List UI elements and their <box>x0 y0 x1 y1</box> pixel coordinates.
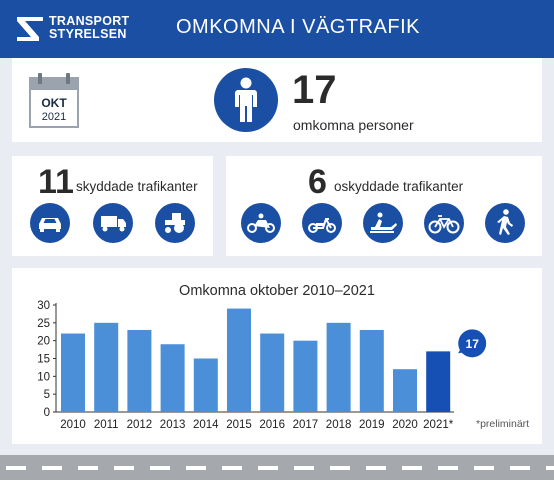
tractor-icon <box>155 203 195 243</box>
road-dash <box>150 466 170 470</box>
total-fatalities-count: 17 <box>292 68 337 112</box>
bicycle-icon <box>424 203 464 243</box>
road-dash <box>258 466 278 470</box>
bar-2011 <box>94 322 119 412</box>
x-tick-label: 2014 <box>193 419 219 431</box>
bar-2010 <box>61 333 85 412</box>
x-tick-label: 2019 <box>359 419 385 431</box>
calendar-year: 2021 <box>41 111 67 123</box>
road-dash <box>222 466 242 470</box>
x-tick-label: 2012 <box>127 419 153 431</box>
x-tick-label: 2021* <box>423 419 454 431</box>
person-icon <box>214 68 278 132</box>
protected-road-users-card: 11 skyddade trafikanter <box>12 156 213 256</box>
x-tick-label: 2020 <box>392 419 418 431</box>
x-tick-label: 2016 <box>259 419 285 431</box>
car-icon <box>30 203 70 243</box>
bar-2015 <box>227 308 251 412</box>
logo-line-2: STYRELSEN <box>49 27 127 41</box>
highlight-callout: 17 <box>458 329 487 358</box>
x-tick-label: 2017 <box>293 419 319 431</box>
protected-count: 11 <box>38 163 74 201</box>
bar-2020 <box>393 369 417 412</box>
x-tick-label: 2015 <box>226 419 252 431</box>
page-title: OMKOMNA I VÄGTRAFIK <box>176 16 420 38</box>
bar-2019 <box>359 329 384 412</box>
protected-label: skyddade trafikanter <box>76 179 198 194</box>
logo-line-1: TRANSPORT <box>49 14 130 28</box>
bar-2017 <box>293 340 318 412</box>
road-dash <box>366 466 386 470</box>
road-dash <box>6 466 26 470</box>
road-dash <box>474 466 494 470</box>
road-dash <box>114 466 134 470</box>
road-dash <box>294 466 314 470</box>
bar-chart: 0 5 10 15 20 25 30 2010 2011 2012 2013 2014 2015 2016… <box>37 300 487 431</box>
chart-card: Omkomna oktober 2010–2021 0 5 10 15 20 25 30 20… <box>12 268 542 444</box>
y-tick-label: 15 <box>37 354 50 366</box>
road-dash <box>330 466 350 470</box>
snowmobile-icon <box>363 203 403 243</box>
header-banner: TRANSPORT STYRELSEN OMKOMNA I VÄGTRAFIK <box>0 0 554 58</box>
bar-2014 <box>193 358 218 412</box>
road-dash <box>510 466 530 470</box>
pedestrian-icon <box>485 203 525 243</box>
y-tick-label: 0 <box>44 407 50 419</box>
bar-2021 <box>426 351 451 412</box>
x-tick-label: 2011 <box>94 419 119 431</box>
bar-2016 <box>260 333 285 412</box>
highlight-value-label: 17 <box>466 337 480 351</box>
x-tick-label: 2010 <box>60 419 86 431</box>
summary-card: OKT 2021 17 omkomna personer <box>12 58 542 142</box>
y-tick-label: 5 <box>44 389 50 401</box>
road-dash <box>42 466 62 470</box>
logo-arrow-icon <box>17 17 43 41</box>
truck-icon <box>93 203 133 243</box>
chart-footnote: *preliminärt <box>476 418 530 430</box>
road-dash <box>546 466 554 470</box>
x-tick-label: 2013 <box>160 419 186 431</box>
bar-2012 <box>127 329 152 412</box>
x-tick-label: 2018 <box>326 419 352 431</box>
moped-icon <box>302 203 342 243</box>
bar-2013 <box>160 344 185 412</box>
unprotected-label: oskyddade trafikanter <box>334 179 464 194</box>
calendar-month: OKT <box>41 96 67 110</box>
unprotected-count: 6 <box>308 163 327 201</box>
road-dash <box>438 466 458 470</box>
road-dash <box>186 466 206 470</box>
chart-title: Omkomna oktober 2010–2021 <box>179 283 375 299</box>
unprotected-road-users-card: 6 oskyddade trafikanter <box>226 156 542 256</box>
y-tick-label: 20 <box>37 336 50 348</box>
road-dash <box>402 466 422 470</box>
y-tick-label: 10 <box>37 371 50 383</box>
total-fatalities-label: omkomna personer <box>293 117 414 133</box>
calendar-icon: OKT 2021 <box>29 72 79 128</box>
y-tick-label: 25 <box>37 318 50 330</box>
bar-2018 <box>326 322 351 412</box>
motorcycle-icon <box>241 203 281 243</box>
road-dash <box>78 466 98 470</box>
y-tick-label: 30 <box>37 300 50 312</box>
